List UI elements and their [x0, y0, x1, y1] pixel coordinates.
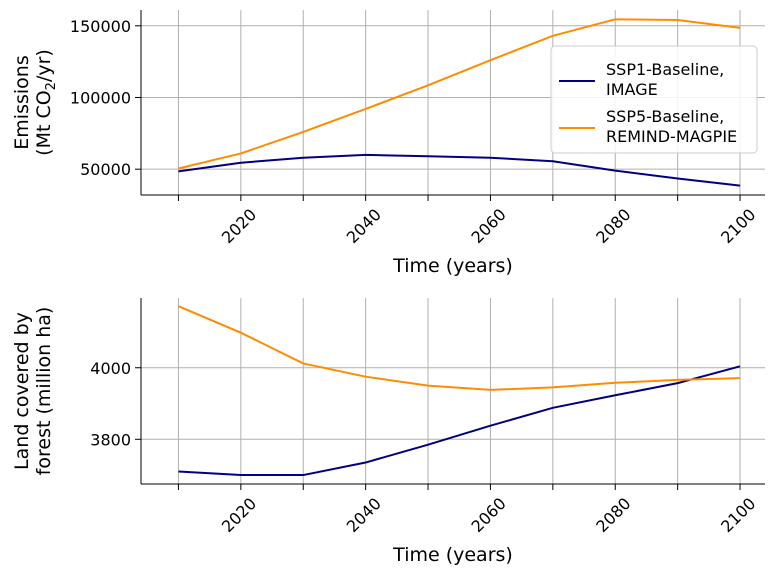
emissions-x-tick-label-2100: 2100 — [717, 205, 759, 247]
forest-y-axis-label-line1: Land covered by — [11, 312, 33, 470]
emissions-series-line-1 — [178, 153, 741, 187]
legend-label-1-line1: SSP1-Baseline, — [606, 60, 724, 79]
emissions-y-tick-label-150000: 150000 — [70, 17, 131, 36]
legend-label-1-line2: IMAGE — [606, 80, 658, 99]
forest-y-axis-label-line2: forest (million ha) — [33, 307, 55, 476]
emissions-x-tick-label-2080: 2080 — [592, 205, 634, 247]
forest-x-tick-label-2060: 2060 — [468, 494, 510, 536]
legend-label-2: SSP5-Baseline, REMIND-MAGPIE — [606, 107, 737, 146]
emissions-y-axis-label-suffix: /yr) — [33, 49, 55, 82]
forest-land-chart: 2020 2040 2060 2080 2100 3800 4000 Time (years)… — [11, 298, 765, 566]
forest-x-tick-label-2040: 2040 — [343, 494, 385, 536]
emissions-x-axis-label: Time (years) — [392, 255, 513, 277]
forest-x-axis-label: Time (years) — [392, 544, 513, 566]
legend: SSP1-Baseline, IMAGE SSP5-Baseline, REMIND-… — [550, 45, 758, 154]
emissions-y-axis-label-line1: Emissions — [11, 55, 33, 149]
forest-y-tick-label-4000: 4000 — [90, 359, 131, 378]
emissions-x-tick-label-2040: 2040 — [343, 205, 385, 247]
legend-label-2-line2: REMIND-MAGPIE — [606, 127, 737, 146]
emissions-y-tick-label-50000: 50000 — [80, 160, 131, 179]
forest-series-line-1 — [178, 365, 741, 477]
emissions-y-axis-label: Emissions(Mt CO2/yr) — [11, 49, 59, 156]
forest-y-tick-label-3800: 3800 — [90, 430, 131, 449]
emissions-chart: 2020 2040 2060 2080 2100 50000 100000 150000 Tim… — [11, 10, 765, 277]
emissions-y-tick-label-100000: 100000 — [70, 88, 131, 107]
legend-label-1: SSP1-Baseline, IMAGE — [606, 60, 724, 99]
emissions-y-axis-label-subscript: 2 — [44, 82, 59, 90]
emissions-series-line-2 — [178, 18, 741, 170]
emissions-y-axis-label-line2: (Mt CO — [33, 90, 55, 156]
emissions-x-tick-label-2020: 2020 — [218, 205, 260, 247]
legend-label-2-line1: SSP5-Baseline, — [606, 107, 724, 126]
forest-x-tick-label-2080: 2080 — [592, 494, 634, 536]
forest-x-tick-label-2100: 2100 — [717, 494, 759, 536]
forest-y-axis-label: Land covered byforest (million ha) — [11, 307, 55, 476]
forest-series-line-2 — [178, 305, 741, 391]
emissions-x-tick-label-2060: 2060 — [468, 205, 510, 247]
legend-box — [550, 45, 758, 154]
forest-x-tick-label-2020: 2020 — [218, 494, 260, 536]
